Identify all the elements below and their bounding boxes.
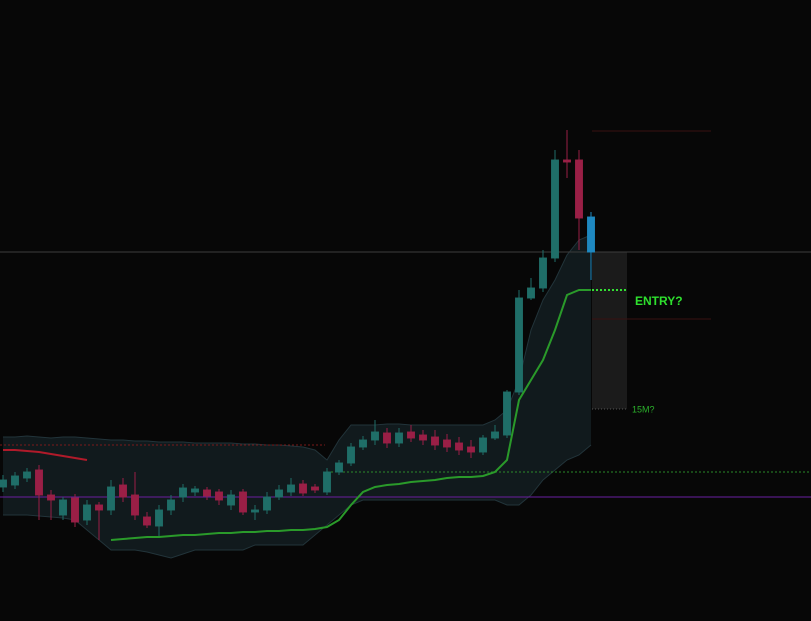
candle-body bbox=[563, 159, 571, 163]
candle-body bbox=[383, 432, 391, 444]
candle-body bbox=[47, 494, 55, 501]
candle-body bbox=[59, 499, 67, 516]
band-edge bbox=[3, 234, 592, 461]
candle-body bbox=[191, 488, 199, 493]
candle-body bbox=[23, 471, 31, 479]
candle-body bbox=[395, 432, 403, 444]
candle-body bbox=[143, 516, 151, 526]
band-edge bbox=[3, 444, 592, 559]
annotation: 15M? bbox=[632, 404, 655, 414]
candle-body bbox=[35, 469, 43, 496]
candle-body bbox=[479, 437, 487, 453]
candle-body bbox=[455, 442, 463, 451]
candle-body bbox=[275, 489, 283, 498]
candle-body bbox=[155, 509, 163, 527]
candle-body bbox=[203, 489, 211, 497]
candle-body bbox=[287, 484, 295, 493]
candle-body bbox=[71, 497, 79, 523]
candle-body bbox=[0, 479, 7, 488]
candle-body bbox=[419, 434, 427, 441]
candle-body bbox=[179, 487, 187, 498]
red-line bbox=[3, 449, 88, 461]
candle-body bbox=[443, 439, 451, 448]
candle-body bbox=[587, 216, 595, 253]
candle-body bbox=[551, 159, 559, 259]
candle-body bbox=[311, 486, 319, 491]
candle-body bbox=[95, 504, 103, 511]
candle-body bbox=[215, 491, 223, 501]
candle-body bbox=[515, 297, 523, 393]
candle-body bbox=[503, 391, 511, 436]
candle-body bbox=[527, 287, 535, 299]
candle-body bbox=[227, 494, 235, 506]
band-fill bbox=[3, 235, 591, 558]
candle-body bbox=[407, 431, 415, 439]
candle-body bbox=[335, 462, 343, 473]
candle-body bbox=[119, 484, 127, 498]
candle-body bbox=[575, 159, 583, 219]
annotation: ENTRY? bbox=[635, 294, 683, 308]
candle-body bbox=[107, 486, 115, 511]
candle-body bbox=[491, 431, 499, 439]
candle-body bbox=[359, 439, 367, 448]
candle-body bbox=[131, 494, 139, 516]
candle-body bbox=[83, 504, 91, 521]
candle-body bbox=[251, 509, 259, 513]
candle-body bbox=[299, 483, 307, 494]
candle-body bbox=[11, 475, 19, 486]
candle-body bbox=[323, 471, 331, 493]
candle-body bbox=[239, 491, 247, 513]
projection-box bbox=[592, 252, 627, 409]
candle-body bbox=[167, 499, 175, 511]
candle-body bbox=[347, 446, 355, 464]
candle-body bbox=[431, 436, 439, 446]
candle-body bbox=[539, 257, 547, 289]
candle-body bbox=[263, 496, 271, 511]
moving-average bbox=[110, 289, 591, 541]
candle-body bbox=[371, 431, 379, 441]
candle-body bbox=[467, 446, 475, 453]
